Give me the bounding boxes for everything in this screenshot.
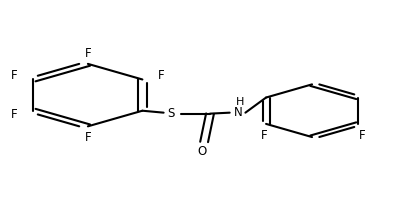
Text: S: S (167, 107, 174, 120)
Text: H: H (236, 97, 244, 107)
Text: F: F (261, 129, 267, 142)
Text: O: O (198, 145, 207, 158)
Text: F: F (158, 69, 165, 82)
Text: F: F (85, 131, 91, 144)
Text: N: N (234, 106, 243, 119)
Text: F: F (359, 129, 365, 142)
Text: F: F (85, 47, 91, 60)
Text: F: F (11, 69, 18, 82)
Text: F: F (11, 108, 18, 121)
